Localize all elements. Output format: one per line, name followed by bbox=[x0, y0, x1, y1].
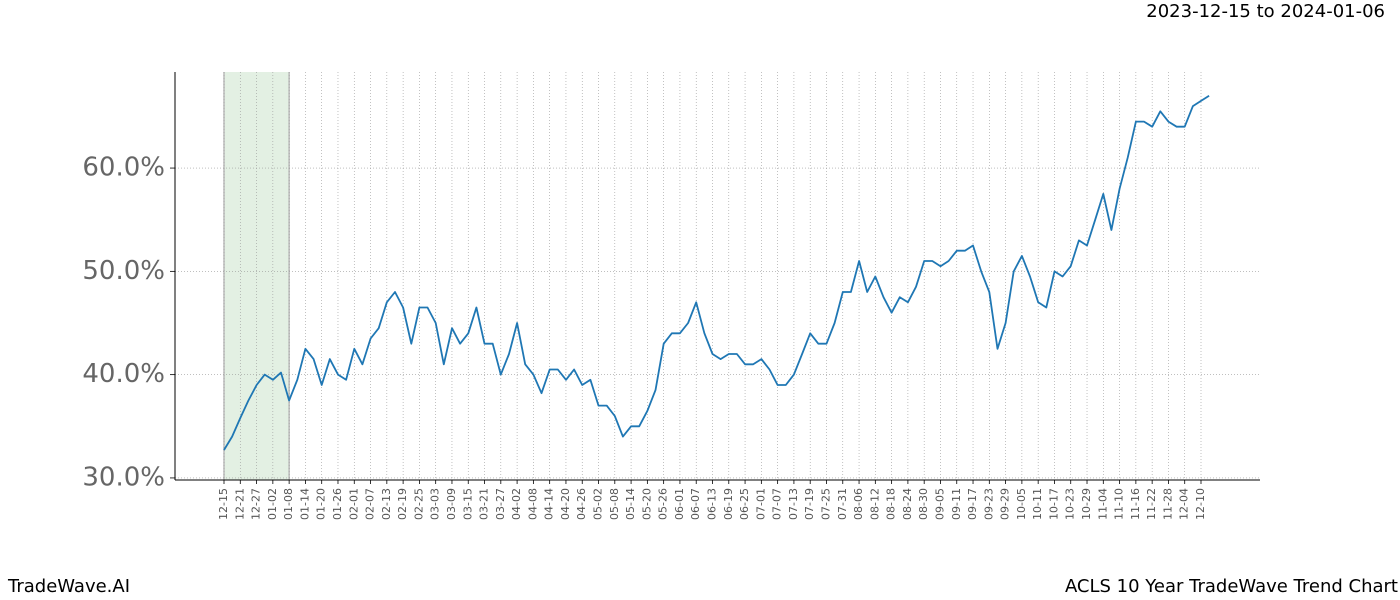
x-tick-label: 06-19 bbox=[722, 488, 735, 520]
x-tick-label: 04-14 bbox=[543, 488, 556, 520]
x-tick-label: 11-22 bbox=[1145, 488, 1158, 520]
x-tick-label: 03-09 bbox=[445, 488, 458, 520]
x-tick-label: 05-20 bbox=[640, 488, 653, 520]
x-tick-label: 12-15 bbox=[217, 488, 230, 520]
x-tick-label: 04-26 bbox=[575, 488, 588, 520]
x-tick-label: 06-07 bbox=[689, 488, 702, 520]
x-tick-label: 04-20 bbox=[559, 488, 572, 520]
x-tick-label: 11-16 bbox=[1129, 488, 1142, 520]
x-tick-label: 04-02 bbox=[510, 488, 523, 520]
header-range: 2023-12-15 to 2024-01-06 bbox=[1146, 1, 1385, 22]
x-tick-label: 04-08 bbox=[526, 488, 539, 520]
x-tick-label: 12-10 bbox=[1194, 488, 1207, 520]
x-tick-label: 01-26 bbox=[331, 488, 344, 520]
x-tick-label: 07-01 bbox=[754, 488, 767, 520]
x-tick-label: 09-23 bbox=[982, 488, 995, 520]
x-tick-label: 01-14 bbox=[298, 488, 311, 520]
x-tick-label: 01-08 bbox=[282, 488, 295, 520]
x-tick-label: 10-29 bbox=[1080, 488, 1093, 520]
x-tick-label: 09-05 bbox=[933, 488, 946, 520]
x-tick-label: 02-01 bbox=[347, 488, 360, 520]
x-tick-label: 05-14 bbox=[624, 488, 637, 520]
x-tick-label: 01-02 bbox=[266, 488, 279, 520]
x-tick-label: 02-07 bbox=[364, 488, 377, 520]
y-tick-label: 30.0% bbox=[82, 462, 165, 492]
x-tick-label: 02-25 bbox=[412, 488, 425, 520]
x-tick-label: 03-15 bbox=[461, 488, 474, 520]
x-tick-label: 08-24 bbox=[901, 488, 914, 520]
x-tick-label: 08-06 bbox=[852, 488, 865, 520]
x-tick-label: 03-03 bbox=[429, 488, 442, 520]
x-tick-label: 09-17 bbox=[966, 488, 979, 520]
x-tick-label: 11-10 bbox=[1113, 488, 1126, 520]
x-tick-label: 10-17 bbox=[1047, 488, 1060, 520]
x-tick-label: 06-25 bbox=[738, 488, 751, 520]
footer-title: ACLS 10 Year TradeWave Trend Chart bbox=[1065, 576, 1398, 597]
x-tick-label: 10-23 bbox=[1064, 488, 1077, 520]
x-tick-label: 05-02 bbox=[592, 488, 605, 520]
x-tick-label: 07-07 bbox=[771, 488, 784, 520]
x-tick-label: 11-04 bbox=[1096, 488, 1109, 520]
y-tick-label: 60.0% bbox=[82, 153, 165, 183]
x-tick-label: 12-04 bbox=[1178, 488, 1191, 520]
x-tick-label: 12-21 bbox=[233, 488, 246, 520]
x-tick-label: 05-26 bbox=[657, 488, 670, 520]
trend-line bbox=[223, 95, 1210, 451]
x-tick-label: 03-27 bbox=[494, 488, 507, 520]
footer-brand: TradeWave.AI bbox=[7, 576, 130, 597]
y-tick-label: 50.0% bbox=[82, 256, 165, 286]
x-tick-label: 10-05 bbox=[1015, 488, 1028, 520]
x-tick-label: 02-19 bbox=[396, 488, 409, 520]
x-tick-label: 07-13 bbox=[787, 488, 800, 520]
x-tick-label: 09-11 bbox=[950, 488, 963, 520]
x-tick-label: 06-01 bbox=[673, 488, 686, 520]
x-tick-label: 08-30 bbox=[917, 488, 930, 520]
x-tick-label: 07-25 bbox=[819, 488, 832, 520]
x-tick-label: 03-21 bbox=[478, 488, 491, 520]
x-tick-label: 08-12 bbox=[868, 488, 881, 520]
y-tick-label: 40.0% bbox=[82, 359, 165, 389]
x-tick-label: 01-20 bbox=[315, 488, 328, 520]
x-tick-label: 05-08 bbox=[608, 488, 621, 520]
x-tick-label: 07-19 bbox=[803, 488, 816, 520]
x-tick-label: 08-18 bbox=[885, 488, 898, 520]
x-tick-label: 06-13 bbox=[706, 488, 719, 520]
x-tick-label: 02-13 bbox=[380, 488, 393, 520]
x-tick-label: 10-11 bbox=[1031, 488, 1044, 520]
x-tick-label: 12-27 bbox=[250, 488, 263, 520]
x-tick-label: 11-28 bbox=[1161, 488, 1174, 520]
x-tick-label: 07-31 bbox=[836, 488, 849, 520]
x-tick-label: 09-29 bbox=[999, 488, 1012, 520]
